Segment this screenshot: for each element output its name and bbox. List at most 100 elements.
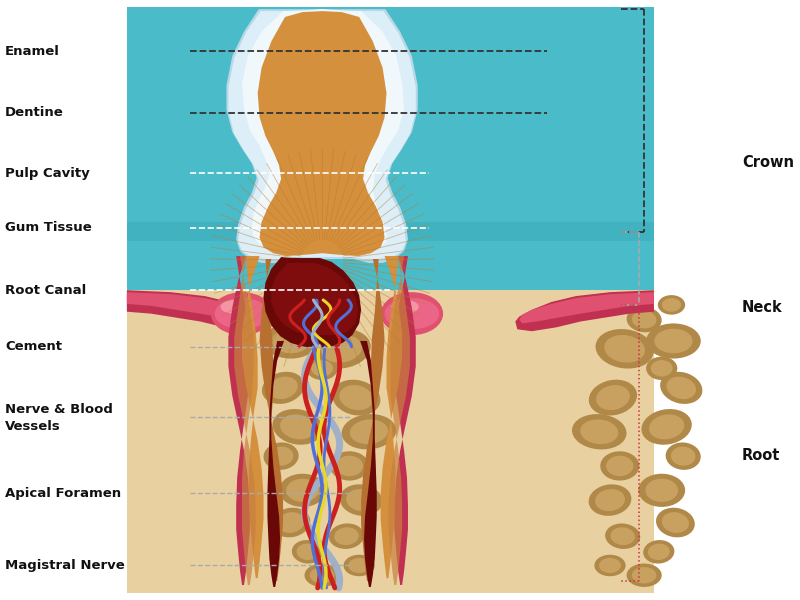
Text: Gum Tissue: Gum Tissue [5,221,92,234]
Ellipse shape [283,298,302,312]
Text: Root Canal: Root Canal [5,284,86,297]
Ellipse shape [589,380,637,416]
Text: Neck: Neck [742,299,782,314]
Ellipse shape [340,484,382,516]
Polygon shape [519,292,654,323]
Text: Vessels: Vessels [5,421,61,433]
Ellipse shape [381,292,443,335]
Polygon shape [515,290,654,331]
Ellipse shape [646,323,701,359]
Polygon shape [228,256,250,585]
Ellipse shape [589,484,631,516]
Ellipse shape [346,489,376,511]
Polygon shape [258,11,386,256]
Ellipse shape [638,474,685,507]
Ellipse shape [325,311,349,328]
Ellipse shape [660,372,702,404]
Ellipse shape [310,567,334,583]
Ellipse shape [329,523,364,549]
Ellipse shape [297,544,318,560]
Ellipse shape [662,512,689,533]
Ellipse shape [572,414,626,449]
Ellipse shape [650,360,673,377]
Text: Dentine: Dentine [5,106,64,119]
Ellipse shape [600,451,639,481]
Ellipse shape [342,414,396,449]
Ellipse shape [604,335,645,362]
Ellipse shape [279,295,306,314]
Polygon shape [234,256,256,585]
Ellipse shape [599,558,621,573]
Polygon shape [381,256,402,578]
Ellipse shape [268,377,298,399]
Bar [127,7,654,305]
Ellipse shape [214,298,270,329]
Polygon shape [226,9,418,263]
Polygon shape [271,263,358,335]
Ellipse shape [605,523,640,549]
Ellipse shape [646,479,678,502]
Ellipse shape [263,442,298,470]
Ellipse shape [662,298,681,312]
Ellipse shape [211,292,274,335]
Ellipse shape [313,329,370,368]
Ellipse shape [339,385,373,410]
Ellipse shape [305,563,340,587]
Ellipse shape [391,300,418,314]
Ellipse shape [595,489,625,511]
Text: Enamel: Enamel [5,44,60,58]
Ellipse shape [280,415,315,439]
Bar [127,222,654,241]
Ellipse shape [262,372,304,404]
Ellipse shape [336,455,363,476]
Ellipse shape [642,409,692,445]
Ellipse shape [656,508,694,538]
Polygon shape [263,257,361,348]
Text: Nerve & Blood: Nerve & Blood [5,403,113,416]
Ellipse shape [626,307,662,332]
Ellipse shape [330,451,369,481]
Polygon shape [242,256,263,578]
Polygon shape [267,341,284,587]
Ellipse shape [580,419,618,444]
Text: Pulp Cavity: Pulp Cavity [5,167,90,179]
Ellipse shape [648,544,670,560]
Text: Crown: Crown [742,155,794,170]
Text: Root: Root [742,448,780,463]
Ellipse shape [606,455,634,476]
Ellipse shape [306,356,338,380]
Polygon shape [389,256,410,585]
Ellipse shape [649,415,684,439]
Ellipse shape [594,555,626,576]
Ellipse shape [343,555,374,576]
Ellipse shape [596,385,630,410]
Ellipse shape [278,512,305,533]
Ellipse shape [666,442,701,470]
Ellipse shape [292,540,323,563]
Ellipse shape [595,329,654,368]
Ellipse shape [654,329,693,353]
Ellipse shape [646,356,678,380]
Ellipse shape [658,295,685,314]
Ellipse shape [271,508,310,538]
Polygon shape [361,259,385,581]
Ellipse shape [332,380,380,416]
Ellipse shape [269,446,294,466]
Ellipse shape [385,298,439,329]
Ellipse shape [221,300,248,314]
Ellipse shape [348,558,370,573]
Polygon shape [228,9,416,259]
Ellipse shape [666,377,696,399]
Polygon shape [127,292,262,323]
Ellipse shape [322,335,362,362]
Polygon shape [360,341,377,587]
Text: Apical Foramen: Apical Foramen [5,487,121,500]
Ellipse shape [632,311,657,328]
Text: Cement: Cement [5,340,62,353]
Ellipse shape [286,479,319,502]
Ellipse shape [671,446,695,466]
Polygon shape [242,9,404,251]
Ellipse shape [632,567,657,583]
Ellipse shape [643,540,674,563]
Text: Magistral Nerve: Magistral Nerve [5,559,125,572]
